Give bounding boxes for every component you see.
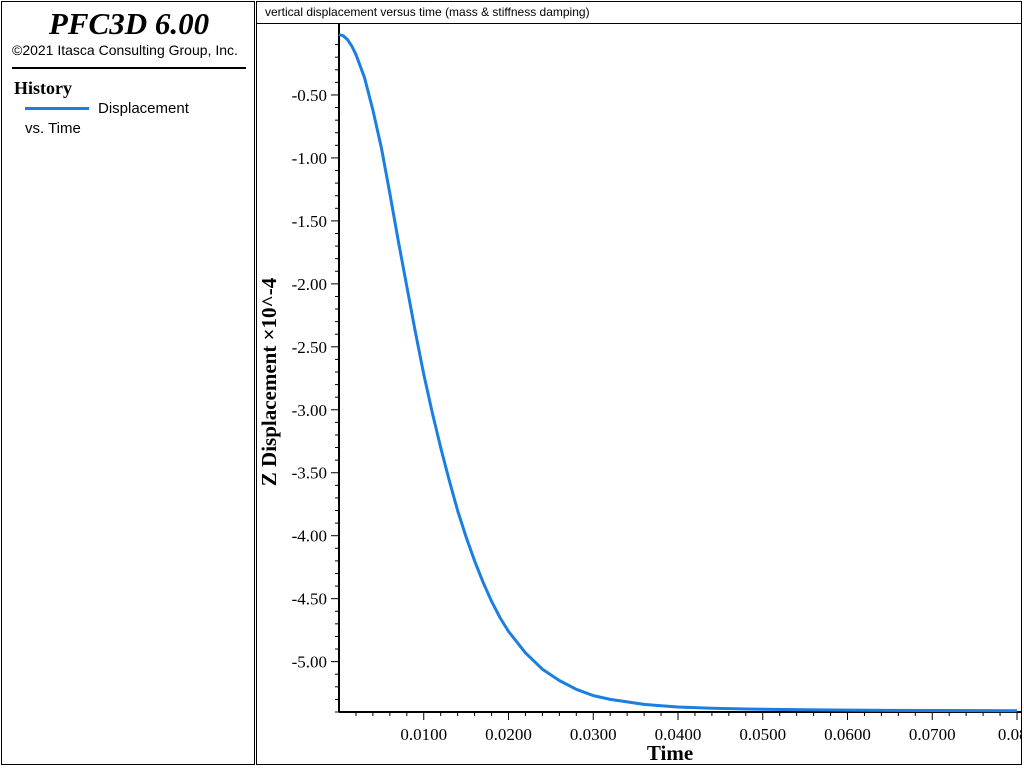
x-axis-label: Time <box>647 741 693 764</box>
x-tick-label: 0.0400 <box>655 725 702 744</box>
legend-separator <box>12 67 246 69</box>
y-tick-label: -4.00 <box>292 527 327 546</box>
x-tick-label: 0.0200 <box>485 725 532 744</box>
product-title: PFC3D 6.00 <box>48 6 210 41</box>
y-tick-label: -3.50 <box>292 464 327 483</box>
x-tick-label: 0.080 <box>998 725 1021 744</box>
chart-panel: vertical displacement versus time (mass … <box>256 1 1022 765</box>
x-tick-label: 0.0100 <box>400 725 447 744</box>
y-tick-label: -2.50 <box>292 338 327 357</box>
x-tick-label: 0.0500 <box>739 725 786 744</box>
y-tick-label: -1.00 <box>292 149 327 168</box>
y-tick-label: -2.00 <box>292 275 327 294</box>
legend-line-swatch <box>25 107 89 110</box>
y-tick-label: -5.00 <box>292 653 327 672</box>
y-tick-label: -1.50 <box>292 212 327 231</box>
legend-heading: History <box>14 78 72 98</box>
displacement-series-line <box>338 33 1018 713</box>
plot-title: vertical displacement versus time (mass … <box>265 5 590 19</box>
y-tick-label: -4.50 <box>292 590 327 609</box>
y-axis-label: Z Displacement ×10^-4 <box>257 277 281 486</box>
legend-entry-label: Displacement <box>98 100 189 117</box>
y-tick-label: -3.00 <box>292 401 327 420</box>
displacement-chart: -0.50 -1.00 -1.50 -2.00 -2.50 -3.00 -3.50 -4.00… <box>257 24 1021 764</box>
copyright-text: ©2021 Itasca Consulting Group, Inc. <box>12 42 238 58</box>
y-tick-label: -0.50 <box>292 86 327 105</box>
x-tick-label: 0.0300 <box>570 725 617 744</box>
x-tick-label: 0.0700 <box>909 725 956 744</box>
x-tick-label: 0.0600 <box>824 725 871 744</box>
plot-title-bar: vertical displacement versus time (mass … <box>257 2 1021 24</box>
legend-panel: PFC3D 6.00 ©2021 Itasca Consulting Group… <box>1 1 255 765</box>
legend-entry-label-continued: vs. Time <box>25 120 81 137</box>
